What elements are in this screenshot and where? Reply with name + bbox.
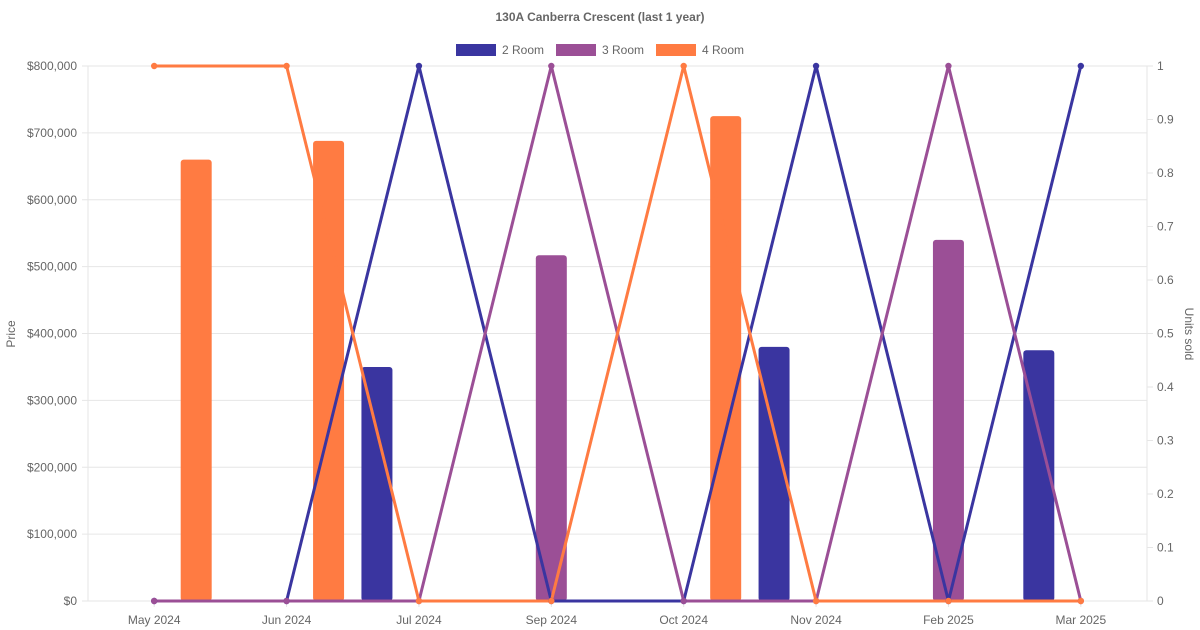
bar-4-room — [180, 159, 212, 601]
point-3-room — [150, 597, 158, 605]
bar-2-room — [361, 366, 393, 601]
y-right-tick-label: 1 — [1157, 59, 1164, 73]
legend-swatch-4-room[interactable] — [656, 44, 696, 56]
legend-label-2-room[interactable]: 2 Room — [502, 43, 544, 57]
point-4-room — [812, 597, 820, 605]
legend-label-4-room[interactable]: 4 Room — [702, 43, 744, 57]
bar-2-room — [1023, 350, 1055, 601]
point-4-room — [283, 62, 290, 70]
point-4-room — [680, 62, 687, 70]
line-2-room — [154, 64, 1083, 603]
legend-swatch-2-room[interactable] — [456, 44, 496, 56]
y-right-tick-label: 0.1 — [1157, 541, 1174, 555]
point-2-room — [415, 62, 423, 70]
legend[interactable]: 2 Room 3 Room 4 Room — [456, 43, 744, 57]
y-left-tick-label: $100,000 — [27, 527, 77, 541]
point-4-room — [415, 597, 423, 605]
y-right-tick-label: 0.2 — [1157, 487, 1174, 501]
point-3-room — [945, 62, 952, 70]
y-right-tick-label: 0.5 — [1157, 327, 1174, 341]
y-right-tick-label: 0.6 — [1157, 273, 1174, 287]
x-tick-label: Jun 2024 — [262, 613, 312, 627]
y-left-tick-label: $800,000 — [27, 59, 77, 73]
y-left-tick-label: $300,000 — [27, 393, 77, 407]
x-tick-label: Mar 2025 — [1055, 613, 1106, 627]
bar-3-room — [932, 239, 964, 601]
y-left-tick-label: $400,000 — [27, 327, 77, 341]
y-right-tick-label: 0.8 — [1157, 166, 1174, 180]
point-3-room — [548, 62, 555, 70]
point-4-room — [1077, 597, 1085, 605]
y-left-tick-label: $700,000 — [27, 126, 77, 140]
point-4-room — [945, 597, 952, 605]
x-tick-label: Feb 2025 — [923, 613, 974, 627]
y-right-tick-label: 0.4 — [1157, 380, 1174, 394]
gridlines — [82, 65, 1153, 607]
y-right-tick-label: 0 — [1157, 594, 1164, 608]
point-2-room — [1077, 62, 1085, 70]
y-right-title: Units sold — [1182, 308, 1196, 361]
point-2-room — [812, 62, 820, 70]
point-4-room — [150, 62, 158, 70]
legend-swatch-3-room[interactable] — [556, 44, 596, 56]
y-right-tick-label: 0.9 — [1157, 113, 1174, 127]
chart-title: 130A Canberra Crescent (last 1 year) — [496, 10, 705, 24]
x-tick-label: Nov 2024 — [790, 613, 842, 627]
x-tick-label: May 2024 — [128, 613, 181, 627]
point-4-room — [548, 597, 555, 605]
y-left-tick-label: $500,000 — [27, 260, 77, 274]
y-right-tick-label: 0.3 — [1157, 434, 1174, 448]
bar-3-room — [535, 255, 567, 601]
y-left-tick-label: $200,000 — [27, 460, 77, 474]
x-tick-label: Sep 2024 — [526, 613, 578, 627]
line-4-room — [154, 64, 1081, 603]
legend-label-3-room[interactable]: 3 Room — [602, 43, 644, 57]
point-3-room — [283, 597, 290, 605]
y-left-tick-label: $0 — [64, 594, 78, 608]
bar-2-room — [758, 346, 790, 601]
x-tick-label: Oct 2024 — [659, 613, 708, 627]
bar-4-room — [313, 140, 345, 601]
x-tick-label: Jul 2024 — [396, 613, 442, 627]
bar-4-room — [710, 116, 742, 601]
bars — [180, 116, 1055, 601]
y-left-tick-label: $600,000 — [27, 193, 77, 207]
y-left-title: Price — [4, 320, 18, 348]
axes: $0 $100,000 $200,000 $300,000 $400,000 $500,0… — [27, 59, 1174, 627]
y-right-tick-label: 0.7 — [1157, 220, 1174, 234]
lines — [150, 62, 1085, 605]
point-3-room — [680, 597, 687, 605]
